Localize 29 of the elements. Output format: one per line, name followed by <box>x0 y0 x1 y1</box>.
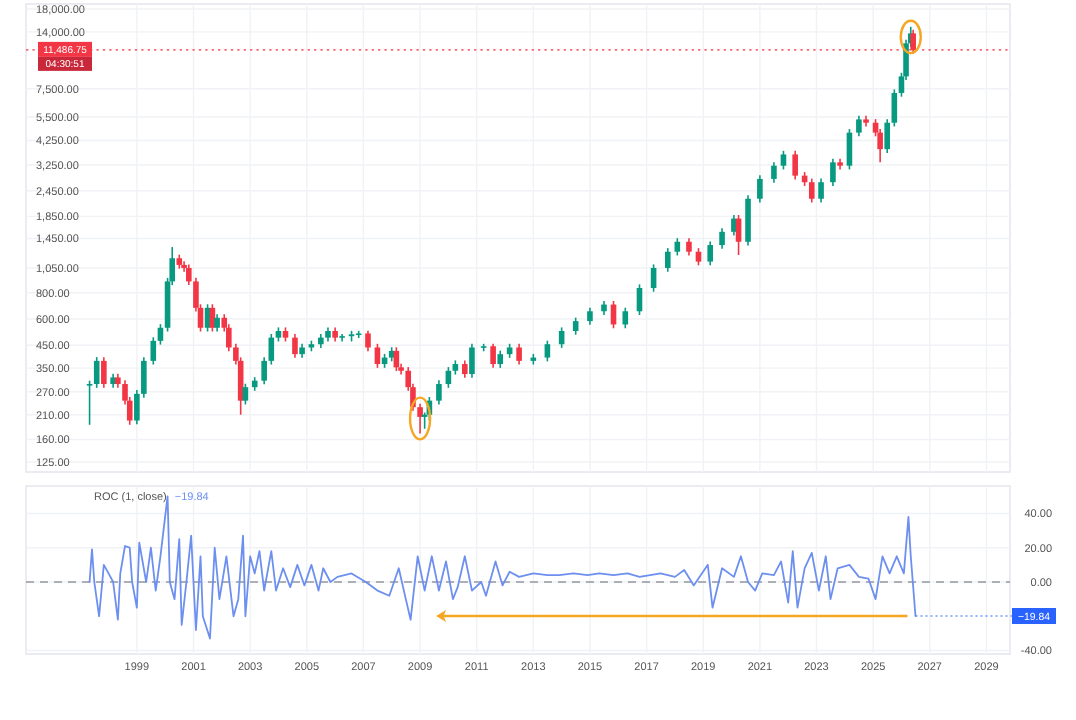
candlestick <box>86 379 93 426</box>
candlestick <box>884 118 890 154</box>
candlestick <box>365 330 371 353</box>
candlestick <box>745 194 751 247</box>
candlestick <box>544 339 551 363</box>
candlestick <box>719 227 725 250</box>
line-series <box>88 495 917 640</box>
candlestick <box>757 174 763 204</box>
candlestick <box>664 247 671 273</box>
candlestick <box>780 150 787 171</box>
candlestick <box>707 240 713 267</box>
candlestick <box>771 161 777 184</box>
candlestick <box>516 343 522 366</box>
candlestick <box>808 177 815 204</box>
candlestick <box>101 356 107 389</box>
candlestick <box>891 88 898 128</box>
candlestick <box>242 382 249 406</box>
candlestick <box>93 356 100 389</box>
candlestick <box>436 379 442 406</box>
candlestick <box>490 343 496 369</box>
candlestick <box>292 333 298 359</box>
candlestick <box>818 177 824 204</box>
candlestick <box>204 303 211 333</box>
candlestick <box>469 343 475 379</box>
candlestick <box>856 115 862 138</box>
candlestick <box>792 150 798 181</box>
candlestick <box>374 343 381 369</box>
candlestick <box>261 356 267 386</box>
candlestick <box>830 157 836 187</box>
